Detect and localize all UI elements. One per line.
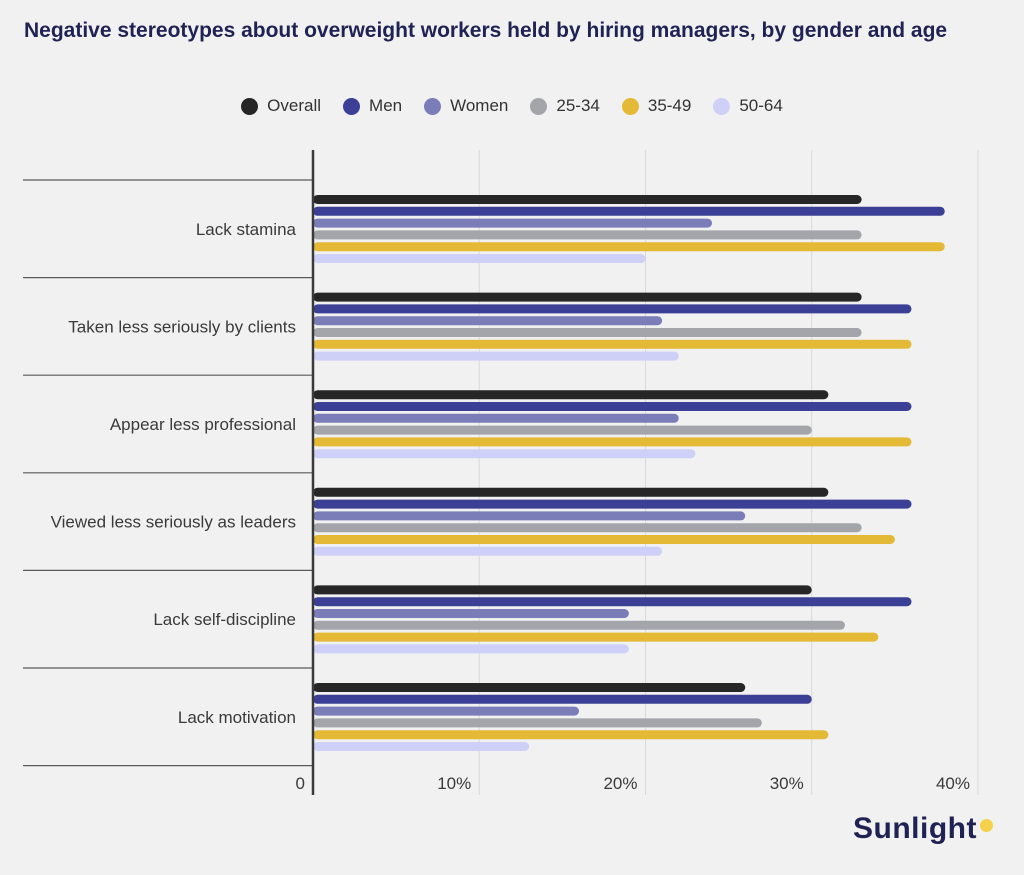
brand-logo-dot [980, 819, 993, 832]
bar [313, 706, 579, 716]
bar [313, 718, 762, 728]
category-label: Lack motivation [178, 708, 296, 727]
bar [313, 449, 696, 459]
legend-label: 50-64 [739, 96, 783, 115]
bar [313, 742, 530, 751]
legend-item: 35-49 [621, 96, 692, 116]
legend-marker [713, 97, 731, 115]
x-tick-label: 20% [603, 774, 637, 793]
bar [313, 609, 629, 618]
category-label: Lack stamina [196, 220, 297, 239]
bar [313, 195, 862, 204]
category-label: Viewed less seriously as leaders [51, 513, 296, 532]
bar [313, 487, 829, 497]
bar [313, 694, 812, 704]
x-tick-label: 30% [770, 774, 804, 793]
bar [313, 304, 912, 314]
bar [313, 218, 712, 228]
category-label: Taken less seriously by clients [68, 317, 296, 336]
bar [313, 230, 862, 240]
category-label: Lack self-discipline [153, 610, 296, 629]
bar [313, 730, 829, 740]
legend-item: 50-64 [713, 96, 783, 116]
bar [313, 292, 862, 302]
bar [313, 437, 912, 447]
bar [313, 683, 746, 692]
x-tick-label: 40% [936, 774, 970, 793]
bar [313, 585, 812, 595]
legend-item: Men [343, 96, 402, 116]
legend-marker [424, 97, 442, 115]
bar [313, 316, 663, 326]
legend-marker [621, 97, 639, 115]
bar [313, 511, 746, 521]
legend-marker [241, 97, 259, 115]
legend-label: 35-49 [647, 96, 692, 115]
bar [313, 597, 912, 607]
category-label: Appear less professional [110, 415, 296, 434]
legend-marker [343, 97, 361, 115]
x-tick-label: 10% [437, 774, 471, 793]
bar [313, 620, 845, 630]
bar [313, 402, 912, 411]
bar [313, 242, 945, 252]
legend: Overall Men Women 25-34 35-49 50-64 [0, 96, 1024, 116]
legend-label: 25-34 [556, 96, 600, 115]
bar [313, 351, 679, 361]
bar [313, 632, 879, 642]
bar [313, 254, 646, 263]
brand-logo: Sunlight [853, 812, 977, 845]
legend-item: Overall [241, 96, 321, 116]
legend-label: Overall [267, 96, 322, 115]
legend-label: Men [369, 96, 403, 115]
bar [313, 523, 862, 533]
x-tick-label: 0 [296, 774, 305, 793]
legend-item: Women [424, 96, 508, 116]
legend-item: 25-34 [530, 96, 600, 116]
legend-marker [530, 97, 548, 115]
bar [313, 328, 862, 337]
bar [313, 535, 895, 544]
bar [313, 644, 629, 654]
bar [313, 413, 679, 423]
legend-label: Women [450, 96, 509, 115]
bar [313, 390, 829, 400]
bar [313, 339, 912, 349]
bar [313, 206, 945, 216]
bar [313, 425, 812, 435]
chart-title: Negative stereotypes about overweight wo… [24, 19, 948, 42]
bar [313, 546, 663, 556]
bar [313, 499, 912, 509]
